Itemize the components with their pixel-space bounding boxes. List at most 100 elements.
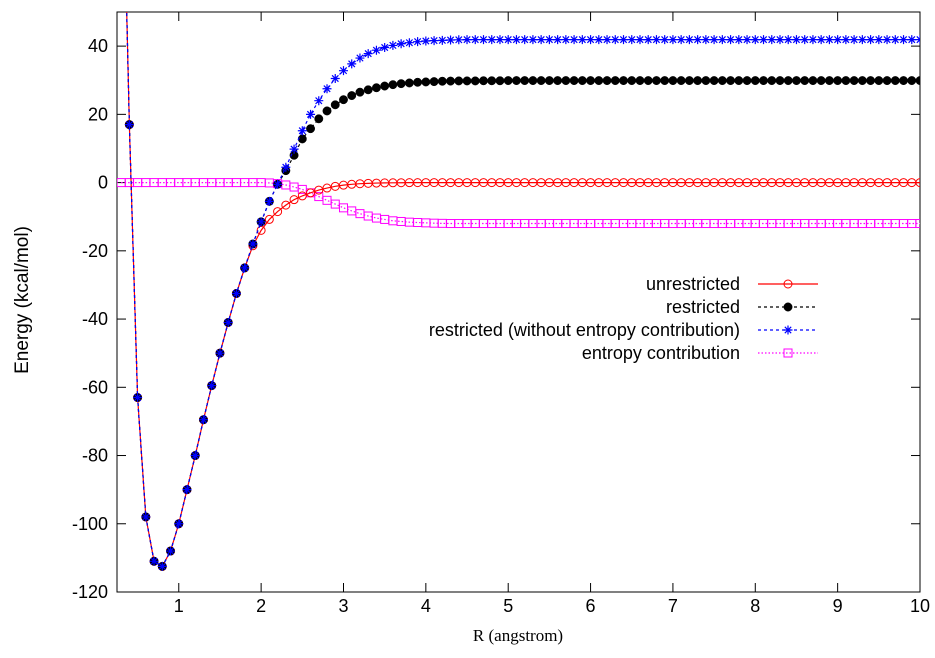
data-point <box>643 76 653 86</box>
data-point <box>668 76 678 86</box>
data-point <box>594 35 604 45</box>
data-point <box>454 76 464 86</box>
data-point <box>380 81 390 91</box>
data-point <box>676 35 686 45</box>
data-point <box>668 35 678 45</box>
data-point <box>717 76 727 86</box>
data-point <box>717 35 727 45</box>
data-point <box>338 66 348 76</box>
data-point <box>421 36 431 46</box>
data-point <box>322 183 332 193</box>
data-point <box>207 381 217 391</box>
data-point <box>775 76 785 86</box>
data-point <box>915 178 920 188</box>
data-point <box>223 317 233 327</box>
data-point <box>586 76 596 86</box>
data-point <box>166 546 176 556</box>
data-point <box>371 83 381 93</box>
legend-label: restricted (without entropy contribution… <box>429 320 740 340</box>
legend-label: restricted <box>666 297 740 317</box>
data-point <box>866 35 876 45</box>
data-point <box>717 219 727 229</box>
data-point <box>627 76 637 86</box>
data-point <box>273 179 283 189</box>
data-point <box>783 35 793 45</box>
data-point <box>157 178 167 188</box>
data-point <box>511 76 521 86</box>
data-point <box>652 76 661 86</box>
data-point <box>404 78 414 88</box>
data-point <box>660 76 670 86</box>
data-series <box>117 12 920 571</box>
data-point <box>824 76 834 86</box>
data-point <box>347 91 357 101</box>
data-point <box>899 35 909 45</box>
data-point <box>536 35 546 45</box>
data-point <box>742 219 752 229</box>
data-point <box>322 195 332 205</box>
data-point <box>791 35 801 45</box>
y-axis-title: Energy (kcal/mol) <box>12 226 33 374</box>
data-point <box>833 35 843 45</box>
data-point <box>470 35 480 45</box>
data-point <box>857 35 867 45</box>
data-point <box>174 519 184 529</box>
data-point <box>157 561 167 571</box>
data-point <box>882 219 892 229</box>
data-point <box>907 219 917 229</box>
legend: unrestricted restricted restricted (withou… <box>429 274 818 363</box>
data-point <box>306 124 315 134</box>
data-point <box>446 35 456 45</box>
data-point <box>495 35 505 45</box>
data-point <box>363 49 373 59</box>
data-point <box>371 45 381 55</box>
x-tick-label: 2 <box>256 596 266 616</box>
data-point <box>824 35 834 45</box>
axes <box>116 11 921 593</box>
legend-entry: restricted (without entropy contribution… <box>429 320 818 340</box>
data-point <box>709 35 719 45</box>
data-point <box>783 76 793 86</box>
y-tick-label: 0 <box>98 173 108 193</box>
data-point <box>133 393 143 403</box>
data-point <box>767 35 777 45</box>
data-point <box>742 76 752 86</box>
data-point <box>503 76 513 86</box>
data-point <box>890 76 900 86</box>
data-point <box>528 76 538 86</box>
data-point <box>330 100 340 110</box>
data-point <box>808 35 818 45</box>
data-point <box>586 35 596 45</box>
data-point <box>240 263 250 273</box>
data-point <box>849 76 859 86</box>
data-point <box>297 126 307 136</box>
data-point <box>281 162 291 172</box>
data-point <box>907 35 917 45</box>
data-point <box>726 35 736 45</box>
data-point <box>314 114 324 124</box>
legend-entry: restricted <box>666 297 818 317</box>
data-point <box>182 485 192 495</box>
data-point <box>149 556 159 566</box>
data-point <box>470 76 480 86</box>
data-point <box>709 76 719 86</box>
data-point <box>610 35 620 45</box>
series-line <box>121 181 920 225</box>
data-point <box>619 76 628 86</box>
data-point <box>915 76 920 86</box>
data-point <box>314 96 324 106</box>
data-point <box>553 76 563 86</box>
data-point <box>734 76 744 86</box>
data-point <box>190 451 200 461</box>
legend-marker <box>783 325 793 335</box>
data-point <box>841 35 851 45</box>
plot-frame <box>116 11 921 593</box>
data-point <box>478 35 488 45</box>
data-point <box>437 35 447 45</box>
data-point <box>462 76 472 86</box>
data-point <box>404 38 414 48</box>
data-point <box>429 36 439 46</box>
data-point <box>651 35 661 45</box>
y-tick-label: 40 <box>88 36 108 56</box>
data-point <box>553 35 563 45</box>
